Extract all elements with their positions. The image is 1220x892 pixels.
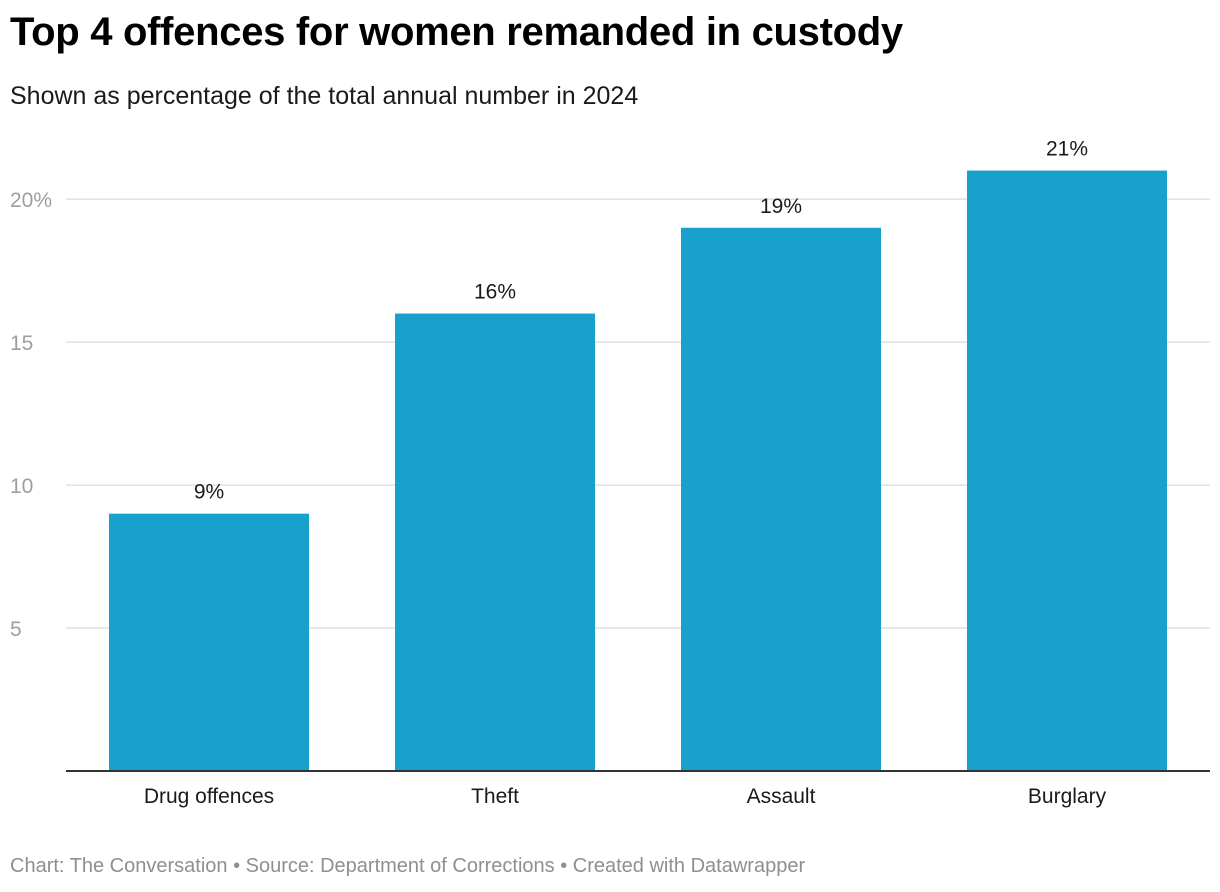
value-label: 16% bbox=[474, 281, 516, 304]
y-tick-label: 5 bbox=[10, 618, 22, 641]
x-tick-label: Burglary bbox=[1028, 785, 1107, 808]
value-label: 9% bbox=[194, 481, 224, 504]
y-tick-label: 20% bbox=[10, 189, 52, 212]
value-labels: 9% 16% 19% 21% bbox=[194, 138, 1088, 504]
y-tick-label: 10 bbox=[10, 475, 33, 498]
value-label: 21% bbox=[1046, 138, 1088, 161]
value-label: 19% bbox=[760, 195, 802, 218]
bar bbox=[967, 170, 1167, 771]
y-tick-label: 15 bbox=[10, 332, 33, 355]
x-axis-tick-labels: Drug offences Theft Assault Burglary bbox=[144, 785, 1107, 808]
x-tick-label: Drug offences bbox=[144, 785, 274, 808]
bar bbox=[109, 513, 309, 771]
bars bbox=[109, 170, 1167, 772]
chart-subtitle: Shown as percentage of the total annual … bbox=[10, 82, 639, 110]
chart-footer: Chart: The Conversation • Source: Depart… bbox=[10, 855, 806, 877]
bar bbox=[681, 227, 881, 772]
x-tick-label: Theft bbox=[471, 785, 519, 808]
y-axis-tick-labels: 5 10 15 20% bbox=[10, 189, 52, 641]
chart-title: Top 4 offences for women remanded in cus… bbox=[10, 10, 903, 54]
x-tick-label: Assault bbox=[747, 785, 816, 808]
bar bbox=[395, 313, 595, 771]
